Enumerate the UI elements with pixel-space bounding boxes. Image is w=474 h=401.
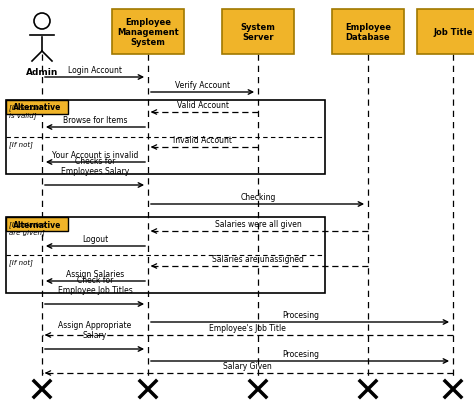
Bar — [417, 10, 474, 55]
Text: Salaries are unassigned: Salaries are unassigned — [212, 254, 304, 263]
Text: Employee
Database: Employee Database — [345, 23, 391, 42]
Text: Invalid Account: Invalid Account — [173, 136, 233, 145]
Text: Admin: Admin — [26, 68, 58, 77]
Text: Logout: Logout — [82, 235, 108, 243]
Bar — [332, 10, 404, 55]
Text: Your Account is invalid: Your Account is invalid — [52, 151, 138, 160]
Bar — [6, 217, 68, 231]
Text: Procesing: Procesing — [282, 349, 319, 358]
Text: Alternative: Alternative — [13, 103, 61, 112]
Text: Employee
Management
System: Employee Management System — [117, 18, 179, 47]
Text: Check for
Employee Job Titles: Check for Employee Job Titles — [58, 275, 132, 294]
Text: [If not]: [If not] — [9, 258, 33, 265]
Text: [If not]: [If not] — [9, 141, 33, 148]
Text: Checks for
Employees Salary: Checks for Employees Salary — [61, 156, 129, 176]
Text: Employee's Job Title: Employee's Job Title — [209, 323, 286, 332]
Text: Job Title: Job Title — [433, 28, 473, 37]
Text: Assign Salaries: Assign Salaries — [66, 269, 124, 278]
Text: Alternative: Alternative — [13, 220, 61, 229]
Text: Login Account: Login Account — [68, 66, 122, 75]
Text: Salary Given: Salary Given — [223, 361, 272, 370]
Text: System
Server: System Server — [241, 23, 275, 42]
Text: [If salaries
are given]: [If salaries are given] — [9, 221, 46, 235]
Bar — [6, 101, 68, 115]
Text: Valid Account: Valid Account — [177, 101, 229, 110]
Bar — [6, 101, 325, 174]
Text: [If account
is valid]: [If account is valid] — [9, 104, 46, 118]
Text: Procesing: Procesing — [282, 310, 319, 319]
Bar — [222, 10, 294, 55]
Text: Assign Appropriate
Salary: Assign Appropriate Salary — [58, 320, 132, 339]
Text: Verify Account: Verify Account — [175, 81, 230, 90]
Text: Browse for Items: Browse for Items — [63, 116, 127, 125]
Bar — [6, 217, 325, 293]
Bar — [112, 10, 184, 55]
Text: Salaries were all given: Salaries were all given — [215, 219, 301, 229]
Text: Checking: Checking — [240, 192, 276, 201]
